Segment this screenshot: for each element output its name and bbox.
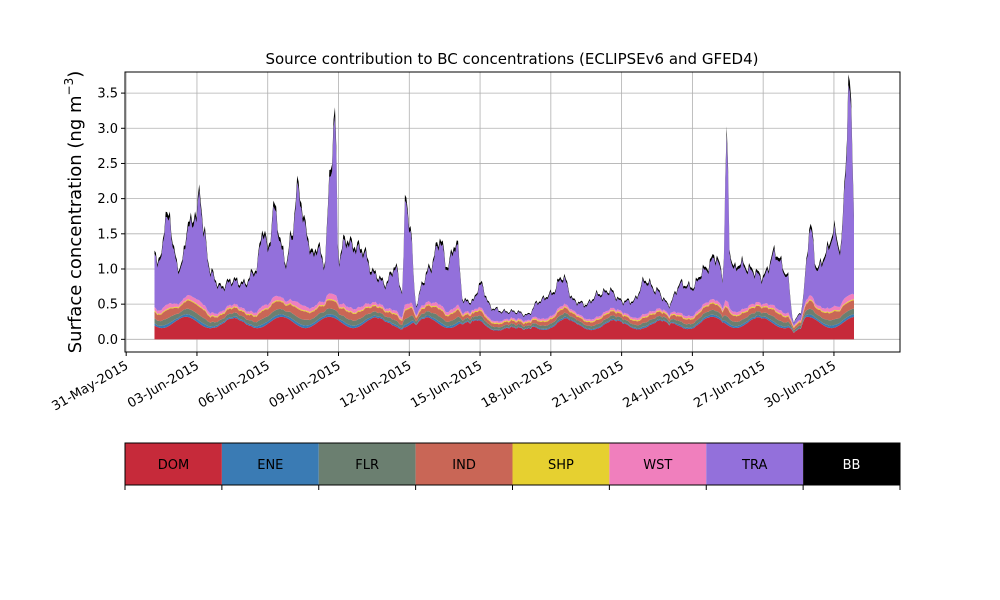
x-tick-label-10: 30-Jun-2015 (762, 358, 839, 411)
x-tick-label-8: 24-Jun-2015 (621, 358, 698, 411)
legend: DOM ENE FLR IND SHP WST TRA BB (124, 442, 901, 490)
x-tick-label-5: 15-Jun-2015 (408, 358, 485, 411)
y-axis-label: Surface concentration (ng m−3) (62, 71, 86, 354)
x-tick-label-3: 09-Jun-2015 (267, 358, 344, 411)
area-ind (154, 300, 855, 331)
y-tick-label-5: 2.5 (97, 157, 118, 172)
area-tra (154, 84, 855, 326)
legend-label-ind: IND (452, 458, 476, 473)
legend-label-flr: FLR (355, 458, 379, 473)
chart-title: Source contribution to BC concentrations… (265, 50, 758, 68)
legend-label-tra: TRA (741, 458, 767, 473)
x-tick-label-6: 18-Jun-2015 (479, 358, 556, 411)
legend-label-ene: ENE (257, 458, 283, 473)
y-axis-label-close: ) (65, 71, 86, 78)
x-tick-label-9: 27-Jun-2015 (691, 358, 768, 411)
area-flr (154, 308, 855, 333)
legend-swatch-dom (125, 443, 222, 485)
y-tick-label-6: 3.0 (97, 122, 118, 137)
y-tick-label-1: 0.5 (97, 298, 118, 313)
x-tick-label-2: 06-Jun-2015 (196, 358, 273, 411)
x-tick-label-7: 21-Jun-2015 (550, 358, 627, 411)
legend-label-dom: DOM (158, 458, 189, 473)
x-tick-label-1: 03-Jun-2015 (125, 358, 202, 411)
legend-swatch-flr (318, 443, 416, 485)
legend-swatch-wst (609, 443, 707, 485)
y-tick-label-2: 1.0 (97, 262, 118, 277)
plot-frame (124, 71, 901, 353)
legend-label-bb: BB (843, 458, 861, 473)
legend-swatch-bb (803, 443, 900, 485)
area-dom (154, 316, 855, 340)
y-tick-label-4: 2.0 (97, 192, 118, 207)
legend-label-wst: WST (643, 458, 672, 473)
y-tick-label-7: 3.5 (97, 87, 118, 102)
area-wst (154, 293, 855, 328)
legend-label-shp: SHP (548, 458, 574, 473)
y-tick-label-0: 0.0 (97, 333, 118, 348)
legend-swatch-ind (415, 443, 513, 485)
y-axis-label-main: Surface concentration (ng m (65, 95, 86, 353)
y-tick-label-3: 1.5 (97, 227, 118, 242)
x-tick-label-0: 31-May-2015 (49, 358, 131, 414)
plot-area: 0.0 0.5 1.0 1.5 2.0 2.5 3.0 3.5 31-May-201503-Ju… (49, 71, 901, 414)
legend-swatch-shp (512, 443, 610, 485)
y-axis-label-exponent: −3 (62, 78, 76, 96)
legend-swatch-tra (706, 443, 804, 485)
x-tick-label-4: 12-Jun-2015 (337, 358, 414, 411)
legend-swatch-ene (221, 443, 319, 485)
